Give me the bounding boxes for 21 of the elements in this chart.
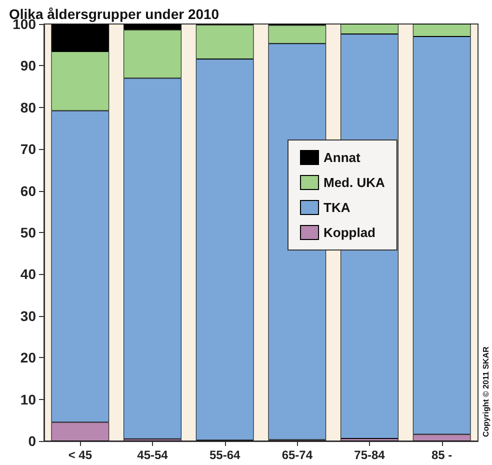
y-tick-label: 40 [20, 266, 36, 282]
x-tick-label: 85 - [431, 448, 452, 462]
y-tick-label: 60 [20, 182, 36, 199]
x-tick-label: 75-84 [354, 448, 386, 462]
y-tick-label: 10 [20, 391, 36, 408]
y-tick-label: 0 [28, 433, 36, 449]
text: Copyright © 2011 SKAR [482, 346, 490, 437]
legend-label: Kopplad [324, 225, 376, 240]
y-tick-label: 20 [20, 350, 36, 366]
legend-label: Annat [324, 150, 361, 165]
x-tick-label: 65-74 [282, 448, 313, 462]
x-tick-label: 45-54 [137, 448, 168, 462]
legend-label: Med. UKA [324, 175, 386, 190]
y-tick-label: 70 [20, 141, 36, 158]
y-tick-label: 80 [20, 99, 36, 116]
y-tick-label: 30 [20, 308, 36, 324]
y-tick-label: 50 [20, 224, 36, 240]
legend-label: TKA [324, 200, 351, 215]
x-tick-label: 55-64 [209, 448, 240, 462]
x-tick-label: < 45 [68, 448, 92, 462]
y-tick-label: 90 [20, 58, 36, 74]
